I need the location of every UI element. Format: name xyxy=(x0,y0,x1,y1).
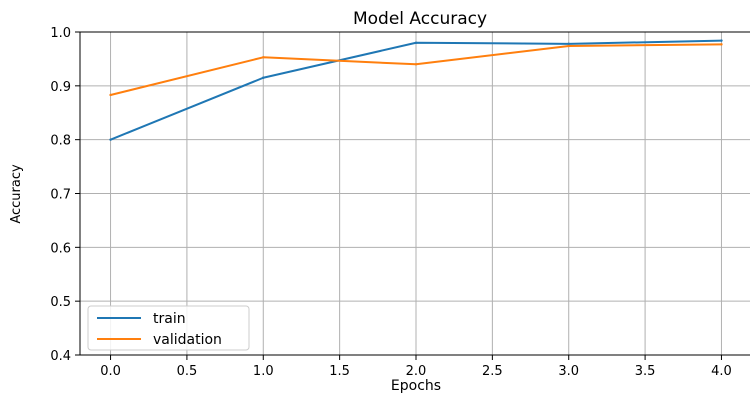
x-tick-label: 0.0 xyxy=(100,364,121,379)
x-tick-label: 2.5 xyxy=(482,364,503,379)
data-point-validation xyxy=(720,43,723,46)
y-tick-label: 0.6 xyxy=(50,241,71,256)
data-point-train xyxy=(109,138,112,141)
x-tick-label: 0.5 xyxy=(177,364,198,379)
data-point-validation xyxy=(262,56,265,59)
data-point-train xyxy=(567,42,570,46)
data-point-train xyxy=(262,76,265,79)
y-tick-label: 0.8 xyxy=(50,134,71,149)
x-tick-label: 3.5 xyxy=(635,364,656,379)
y-tick-label: 1.0 xyxy=(50,26,71,41)
x-axis-label: Epochs xyxy=(391,378,441,394)
legend-label-validation: validation xyxy=(153,332,222,348)
tick-labels: 0.0 0.5 1.0 1.5 2.0 2.5 3.0 3.5 4.0 0.4 0.5 0.6 0.7 0… xyxy=(50,26,731,379)
legend-label-train: train xyxy=(153,311,186,327)
x-tick-label: 4.0 xyxy=(711,364,732,379)
x-tick-label: 3.0 xyxy=(558,364,579,379)
legend: train validation xyxy=(87,305,250,351)
chart-title: Model Accuracy xyxy=(353,9,487,29)
data-point-validation xyxy=(414,63,418,66)
x-tick-label: 1.0 xyxy=(253,364,274,379)
y-tick-label: 0.9 xyxy=(50,80,71,95)
y-axis-label: Accuracy xyxy=(9,164,24,224)
data-point-validation xyxy=(567,44,570,48)
x-tick-label: 1.5 xyxy=(329,364,350,379)
y-tick-label: 0.7 xyxy=(50,188,71,203)
data-point-train xyxy=(720,39,723,42)
x-tick-label: 2.0 xyxy=(406,364,427,379)
data-point-train xyxy=(414,41,418,44)
series-group xyxy=(109,39,723,141)
data-point-validation xyxy=(109,93,112,97)
y-tick-label: 0.4 xyxy=(50,349,71,364)
y-tick-label: 0.5 xyxy=(50,295,71,310)
